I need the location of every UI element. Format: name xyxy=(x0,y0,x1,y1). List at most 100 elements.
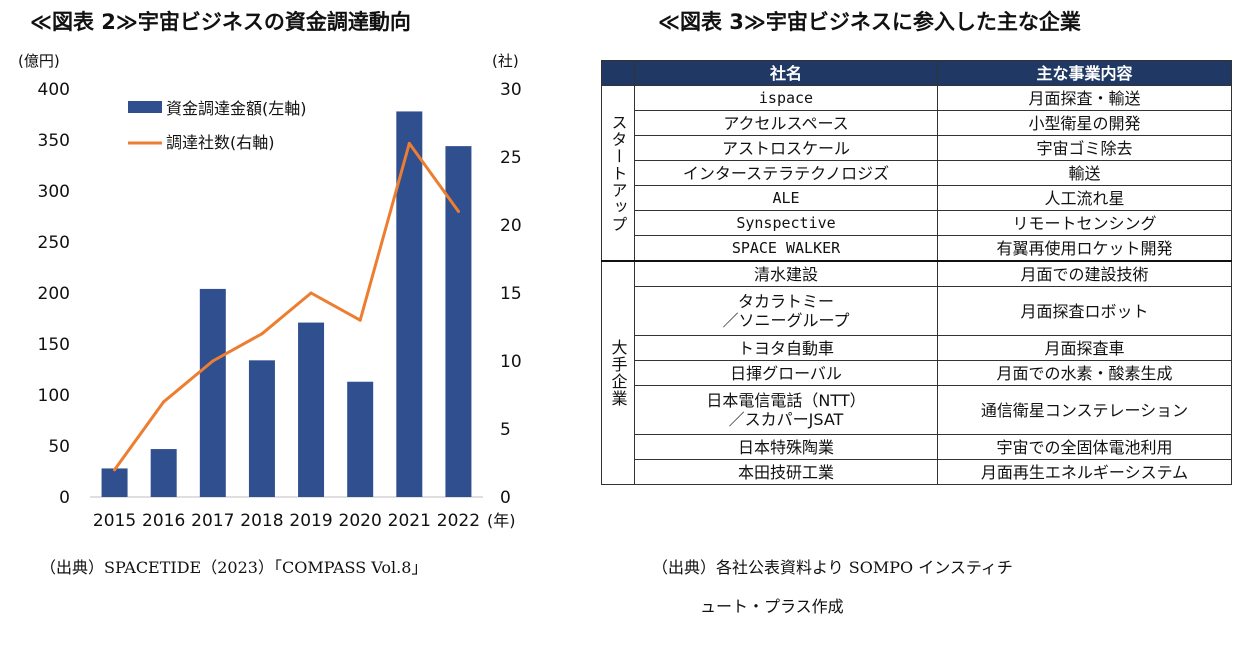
series-line xyxy=(113,141,460,472)
table-row: 日揮グローバル 月面での水素・酸素生成 xyxy=(602,360,1232,386)
business-cell: 月面での水素・酸素生成 xyxy=(937,360,1232,386)
table-row: アストロスケール 宇宙ゴミ除去 xyxy=(602,135,1232,161)
y-right-tick-label: 5 xyxy=(500,420,511,440)
bar xyxy=(248,360,275,497)
business-cell: 小型衛星の開発 xyxy=(937,110,1232,136)
y-left-tick-label: 300 xyxy=(38,182,70,202)
figure3-source-line1: （出典）各社公表資料より SOMPO インスティチ xyxy=(652,558,1013,577)
business-cell: 輸送 xyxy=(937,160,1232,186)
company-name-cell: アストロスケール xyxy=(634,135,938,161)
figure2-title: ≪図表 2≫宇宙ビジネスの資金調達動向 xyxy=(30,10,411,34)
table-body: スタートアップ ispace 月面探査・輸送 アクセルスペース 小型衛星の開発 アストロス… xyxy=(601,85,1232,485)
y-left-tick-label: 0 xyxy=(59,488,70,508)
company-name-cell: インターステラテクノロジズ xyxy=(634,160,938,186)
figure3-source-line2: ュート・プラス作成 xyxy=(700,597,844,616)
group-label: 大手企業 xyxy=(601,260,635,485)
company-name-cell: 日揮グローバル xyxy=(634,360,938,386)
y-left-tick-label: 350 xyxy=(38,131,70,151)
table-row: Synspective リモートセンシング xyxy=(602,210,1232,236)
line-point xyxy=(358,318,362,322)
bar xyxy=(396,111,423,497)
y-right-unit-label: (社) xyxy=(492,52,519,70)
table-row: ALE 人工流れ星 xyxy=(602,185,1232,211)
company-name-cell: タカラトミー ／ソニーグループ xyxy=(634,286,938,336)
table-row: アクセルスペース 小型衛星の開発 xyxy=(602,110,1232,136)
table-row: 日本特殊陶業 宇宙での全固体電池利用 xyxy=(602,434,1232,460)
company-name-cell: Synspective xyxy=(634,210,938,236)
header-company-name: 社名 xyxy=(634,60,938,86)
x-tick-label: 2016 xyxy=(142,511,185,531)
figure2-source: （出典）SPACETIDE（2023）「COMPASS Vol.8」 xyxy=(40,558,428,577)
business-cell: 宇宙ゴミ除去 xyxy=(937,135,1232,161)
y-left-unit-label: (億円) xyxy=(18,52,60,70)
group-label: スタートアップ xyxy=(601,85,635,262)
line-point xyxy=(260,332,264,336)
x-unit-label: (年) xyxy=(487,511,516,530)
x-tick-label: 2019 xyxy=(289,511,332,531)
business-cell: 通信衛星コンステレーション xyxy=(937,385,1232,435)
company-table: 社名 主な事業内容 スタートアップ ispace 月面探査・輸送 アクセルスペース 小型… xyxy=(601,60,1232,485)
y-left-tick-label: 250 xyxy=(38,233,70,253)
company-name-cell: ispace xyxy=(634,85,938,111)
bar xyxy=(347,381,374,497)
table-row: 本田技研工業 月面再生エネルギーシステム xyxy=(602,459,1232,485)
x-tick-label: 2021 xyxy=(388,511,431,531)
company-name-cell: 本田技研工業 xyxy=(634,459,938,485)
table-row: インターステラテクノロジズ 輸送 xyxy=(602,160,1232,186)
business-cell: 有翼再使用ロケット開発 xyxy=(937,235,1232,262)
line-point xyxy=(162,400,166,404)
header-blank xyxy=(601,60,635,86)
y-right-tick-label: 25 xyxy=(500,148,522,168)
line-point xyxy=(456,209,460,213)
y-right-tick-label: 10 xyxy=(500,352,522,372)
table-row: SPACE WALKER 有翼再使用ロケット開発 xyxy=(602,235,1232,262)
company-name-cell: トヨタ自動車 xyxy=(634,335,938,361)
y-right-tick-label: 30 xyxy=(500,80,522,100)
table-row: 日本電信電話（NTT） ／スカパーJSAT 通信衛星コンステレーション xyxy=(602,385,1232,435)
x-tick-label: 2017 xyxy=(191,511,234,531)
company-name-cell: 清水建設 xyxy=(634,260,938,287)
business-cell: リモートセンシング xyxy=(937,210,1232,236)
table-row: 大手企業 清水建設 月面での建設技術 xyxy=(601,260,1232,485)
y-left-tick-label: 400 xyxy=(38,80,70,100)
bar xyxy=(101,468,128,497)
company-name-cell: 日本電信電話（NTT） ／スカパーJSAT xyxy=(634,385,938,435)
bar xyxy=(150,449,177,497)
y-left-tick-label: 150 xyxy=(38,335,70,355)
x-tick-label: 2018 xyxy=(240,511,283,531)
legend-label-line: 調達社数(右軸) xyxy=(166,133,275,152)
business-cell: 月面探査・輸送 xyxy=(937,85,1232,111)
y-left-tick-label: 50 xyxy=(48,437,70,457)
company-name-cell: ALE xyxy=(634,185,938,211)
company-name-cell: アクセルスペース xyxy=(634,110,938,136)
line-point xyxy=(113,468,117,472)
bar xyxy=(199,288,226,497)
line-point xyxy=(211,359,215,363)
x-tick-label: 2020 xyxy=(339,511,382,531)
legend-swatch-bar xyxy=(128,101,162,113)
business-cell: 宇宙での全固体電池利用 xyxy=(937,434,1232,460)
y-right-tick-label: 15 xyxy=(500,284,522,304)
y-left-tick-label: 200 xyxy=(38,284,70,304)
business-cell: 人工流れ星 xyxy=(937,185,1232,211)
business-cell: 月面再生エネルギーシステム xyxy=(937,459,1232,485)
company-name-cell: SPACE WALKER xyxy=(634,235,938,262)
table-row: タカラトミー ／ソニーグループ 月面探査ロボット xyxy=(602,286,1232,336)
y-left-tick-label: 100 xyxy=(38,386,70,406)
y-right-tick-label: 0 xyxy=(500,488,511,508)
y-right-tick-label: 20 xyxy=(500,216,522,236)
business-cell: 月面探査ロボット xyxy=(937,286,1232,336)
business-cell: 月面での建設技術 xyxy=(937,260,1232,287)
bar xyxy=(445,146,472,497)
bar xyxy=(298,322,325,497)
header-business: 主な事業内容 xyxy=(937,60,1232,86)
line-point xyxy=(407,141,411,145)
x-tick-label: 2015 xyxy=(93,511,136,531)
table-row: スタートアップ ispace 月面探査・輸送 xyxy=(601,85,1232,262)
business-cell: 月面探査車 xyxy=(937,335,1232,361)
figure3-title: ≪図表 3≫宇宙ビジネスに参入した主な企業 xyxy=(658,10,1081,34)
table-header-row: 社名 主な事業内容 xyxy=(601,60,1232,86)
x-tick-label: 2022 xyxy=(437,511,480,531)
line-point xyxy=(309,291,313,295)
table-row: トヨタ自動車 月面探査車 xyxy=(602,335,1232,361)
